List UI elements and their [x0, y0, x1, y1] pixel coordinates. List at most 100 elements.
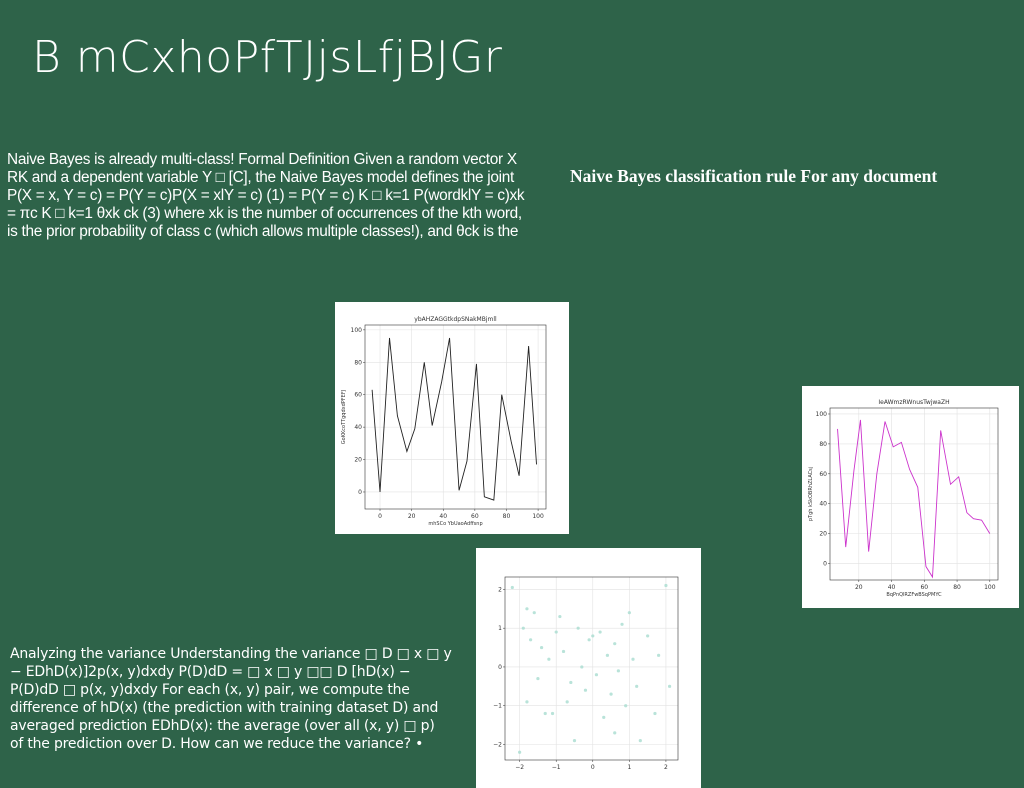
point	[547, 657, 551, 661]
text-line: difference of hD(x) (the prediction with…	[10, 700, 439, 716]
chart-svg: −2 −1 0 1 2 −2 −1 0 1 2	[493, 576, 679, 771]
point	[543, 711, 547, 716]
point	[510, 585, 514, 590]
point	[561, 649, 566, 654]
point	[532, 611, 536, 615]
y-tick-label: 100	[816, 411, 828, 418]
chart-title: ybAHZAGGtkdpSNakMBjmll	[414, 316, 497, 323]
text-line: = πc K □ k=1 θxk ck (3) where xk is the …	[7, 205, 522, 222]
point	[565, 700, 569, 704]
paragraph: Analyzing the variance Understanding the…	[10, 645, 452, 753]
y-tick-label: 40	[819, 501, 827, 508]
text-line: − EDhD(x)]2p(x, y)dxdy P(D)dD = □ x □ y …	[10, 664, 411, 680]
point	[525, 607, 529, 611]
point	[664, 583, 668, 588]
point	[529, 638, 533, 642]
y-tick-label: 2	[498, 586, 502, 593]
point	[598, 630, 602, 634]
y-tick-label: 0	[358, 489, 362, 496]
point	[613, 642, 617, 646]
y-axis-label: GoKKcoTTgqdxdPFEFJ	[341, 390, 347, 444]
point	[602, 715, 606, 719]
point	[587, 638, 591, 642]
point	[550, 711, 555, 716]
chart: 0 20 40 60 80 100 0 20 40 60 80 100 ybAHZAGGtkdpSNak…	[335, 302, 569, 534]
point	[591, 634, 595, 638]
text-line: P(X = x, Y = c) = P(Y = c)P(X = xlY = c)…	[7, 187, 525, 204]
x-tick-label: 1	[627, 764, 631, 771]
point	[576, 626, 580, 630]
text-line: RK and a dependent variable Y □ [C], the…	[7, 169, 514, 186]
line	[837, 419, 991, 579]
x-tick-label: 2	[664, 764, 668, 771]
x-tick-label: −1	[552, 764, 561, 771]
y-tick-label: 20	[819, 531, 827, 538]
y-tick-label: 0	[823, 561, 827, 568]
y-tick-label: 0	[498, 664, 502, 671]
point	[631, 657, 635, 661]
y-axis-label: pTgh kSkOBRhZLACsj	[808, 467, 814, 521]
x-tick-label: 20	[408, 513, 416, 520]
plot-frame	[364, 324, 547, 510]
x-tick-label: 0	[591, 764, 595, 771]
text-line: Naive Bayes is already multi-class! Form…	[7, 151, 517, 168]
y-tick-label: 1	[498, 625, 502, 632]
chart-title: IeAWmzRWnusTwjwaZH	[878, 399, 949, 406]
x-axis-label: BqPnQlRZFwBSqPMYC	[886, 592, 942, 598]
x-tick-label: −2	[515, 764, 524, 771]
chart: −2 −1 0 1 2 −2 −1 0 1 2	[476, 548, 701, 788]
plot-frame	[504, 576, 679, 761]
point	[624, 704, 628, 708]
x-tick-label: 60	[920, 584, 928, 591]
point	[536, 676, 540, 681]
y-tick-label: 60	[819, 471, 827, 478]
x-tick-label: 0	[378, 513, 382, 520]
line	[371, 337, 537, 501]
y-tick-label: 80	[354, 359, 362, 366]
point	[620, 622, 624, 626]
point	[627, 611, 631, 615]
x-tick-label: 40	[888, 584, 896, 591]
x-axis-label: mhSCo YbUaoAdffsnp	[428, 521, 482, 527]
point	[521, 626, 525, 630]
y-tick-label: 80	[819, 441, 827, 448]
text-line: averaged prediction EDhD(x): the average…	[10, 718, 435, 734]
x-tick-label: 80	[503, 513, 511, 520]
point	[594, 673, 599, 677]
chart-svg: 0 20 40 60 80 100 0 20 40 60 80 100 ybAHZAGGtkdpSNak…	[341, 316, 547, 527]
y-tick-label: 40	[354, 424, 362, 431]
point	[572, 739, 577, 743]
chart-svg: 20 40 60 80 100 0 20 40 60 80 100 IeAWmzRWnusTwjwaZ…	[808, 399, 999, 598]
y-tick-label: 60	[354, 392, 362, 399]
paragraph: Naive Bayes is already multi-class! Form…	[7, 151, 525, 241]
point	[609, 692, 613, 696]
plot-frame	[829, 407, 999, 581]
x-tick-label: 100	[984, 584, 996, 591]
y-tick-label: 100	[351, 327, 363, 334]
point	[653, 711, 657, 716]
point	[646, 634, 650, 638]
chart: 20 40 60 80 100 0 20 40 60 80 100 IeAWmzRWnusTwjwaZ…	[802, 386, 1019, 608]
point	[667, 684, 672, 688]
point	[583, 688, 588, 692]
point	[525, 700, 529, 704]
heading: Naive Bayes classification rule For any …	[570, 166, 938, 186]
point	[605, 653, 610, 657]
point	[558, 614, 562, 619]
x-tick-label: 100	[532, 513, 544, 520]
y-tick-label: 20	[354, 457, 362, 464]
point	[657, 653, 661, 657]
text-line: is the prior probability of class c (whi…	[7, 223, 519, 240]
x-tick-label: 20	[855, 584, 863, 591]
y-tick-label: −1	[493, 703, 502, 710]
x-tick-label: 80	[953, 584, 961, 591]
point	[616, 669, 620, 673]
x-tick-label: 40	[439, 513, 447, 520]
point	[635, 684, 639, 688]
point	[539, 645, 544, 650]
x-tick-label: 60	[471, 513, 479, 520]
slide-title: B mCxhoPfTJjsLfjBJGr	[32, 32, 503, 83]
point	[613, 731, 617, 735]
text-line: P(D)dD □ p(x, y)dxdy For each (x, y) pai…	[10, 682, 410, 698]
y-tick-label: −2	[493, 741, 502, 748]
